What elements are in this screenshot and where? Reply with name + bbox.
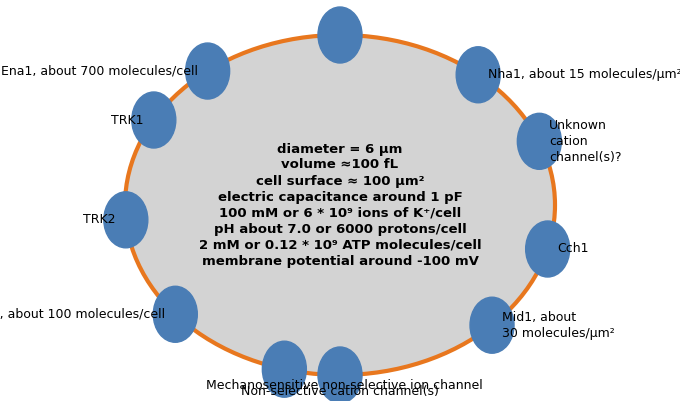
Text: TRK1: TRK1 <box>112 113 143 126</box>
Text: Mechanosensitive non-selective ion channel: Mechanosensitive non-selective ion chann… <box>206 379 483 392</box>
Ellipse shape <box>456 47 500 103</box>
Ellipse shape <box>186 43 230 99</box>
Text: Unknown
cation
channel(s)?: Unknown cation channel(s)? <box>549 119 622 164</box>
Text: volume ≈100 fL: volume ≈100 fL <box>282 158 398 172</box>
Text: Nha1, about 15 molecules/μm²: Nha1, about 15 molecules/μm² <box>488 68 680 81</box>
Text: 100 mM or 6 * 10⁹ ions of K⁺/cell: 100 mM or 6 * 10⁹ ions of K⁺/cell <box>219 207 461 219</box>
Text: Non-selective cation channel(s): Non-selective cation channel(s) <box>241 385 439 398</box>
Text: 2 mM or 0.12 * 10⁹ ATP molecules/cell: 2 mM or 0.12 * 10⁹ ATP molecules/cell <box>199 239 481 251</box>
Text: Ena1, about 700 molecules/cell: Ena1, about 700 molecules/cell <box>1 65 198 77</box>
Text: cell surface ≈ 100 μm²: cell surface ≈ 100 μm² <box>256 174 424 188</box>
Ellipse shape <box>318 347 362 401</box>
Ellipse shape <box>262 341 307 397</box>
Ellipse shape <box>526 221 570 277</box>
Text: electric capacitance around 1 pF: electric capacitance around 1 pF <box>218 190 462 203</box>
Text: Mid1, about
30 molecules/μm²: Mid1, about 30 molecules/μm² <box>502 311 615 340</box>
Ellipse shape <box>125 35 555 375</box>
Text: TRK2: TRK2 <box>84 213 116 226</box>
Text: TOK1, about 100 molecules/cell: TOK1, about 100 molecules/cell <box>0 308 165 321</box>
Text: Cch1: Cch1 <box>558 243 589 255</box>
Ellipse shape <box>132 92 176 148</box>
Ellipse shape <box>517 113 562 169</box>
Text: membrane potential around -100 mV: membrane potential around -100 mV <box>201 255 479 267</box>
Text: pH about 7.0 or 6000 protons/cell: pH about 7.0 or 6000 protons/cell <box>214 223 466 235</box>
Ellipse shape <box>470 297 514 353</box>
Text: diameter = 6 μm: diameter = 6 μm <box>277 142 403 156</box>
Ellipse shape <box>153 286 197 342</box>
Ellipse shape <box>104 192 148 248</box>
Ellipse shape <box>318 7 362 63</box>
